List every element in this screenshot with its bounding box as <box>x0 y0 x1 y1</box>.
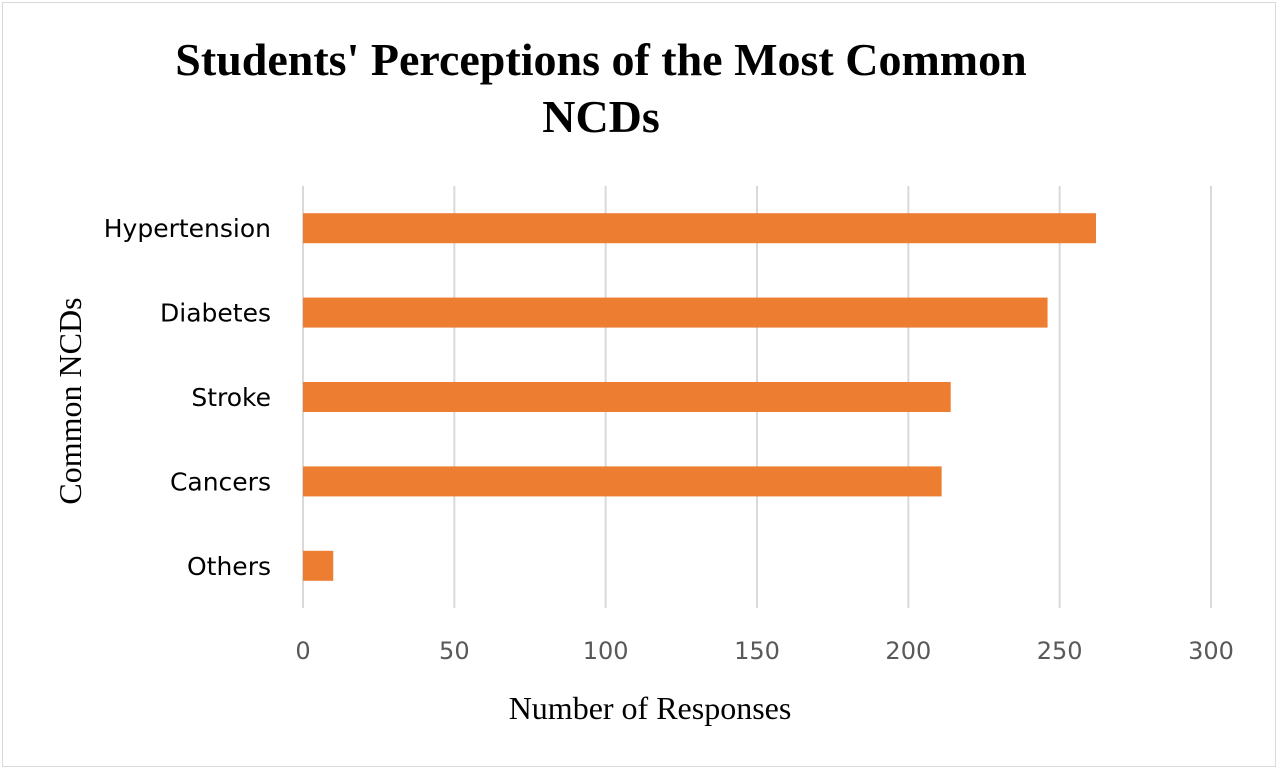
category-label-diabetes: Diabetes <box>160 299 271 328</box>
category-label-stroke: Stroke <box>191 383 271 412</box>
category-label-hypertension: Hypertension <box>104 214 271 243</box>
x-tick-label-250: 250 <box>1037 637 1083 665</box>
bars <box>303 213 1096 581</box>
x-tick-label-150: 150 <box>734 637 780 665</box>
y-axis-title: Common NCDs <box>52 297 88 504</box>
category-labels: Hypertension Diabetes Stroke Cancers Others <box>104 214 271 581</box>
category-label-cancers: Cancers <box>170 467 271 496</box>
bar-cancers <box>303 466 942 497</box>
chart-title-line-1: Students' Perceptions of the Most Common <box>175 34 1026 85</box>
bar-diabetes <box>303 297 1048 328</box>
bar-others <box>303 550 334 581</box>
x-tick-label-200: 200 <box>885 637 931 665</box>
bar-hypertension <box>303 213 1096 244</box>
x-tick-label-50: 50 <box>439 637 470 665</box>
bar-chart: Students' Perceptions of the Most Common… <box>52 34 1234 726</box>
chart-title-line-2: NCDs <box>542 91 660 142</box>
x-tick-label-100: 100 <box>583 637 629 665</box>
category-label-others: Others <box>187 552 271 581</box>
x-tick-label-0: 0 <box>295 637 310 665</box>
x-tick-labels: 0 50 100 150 200 250 300 <box>295 637 1234 665</box>
bar-stroke <box>303 382 951 412</box>
x-tick-label-300: 300 <box>1188 637 1234 665</box>
x-axis-title: Number of Responses <box>509 690 792 726</box>
